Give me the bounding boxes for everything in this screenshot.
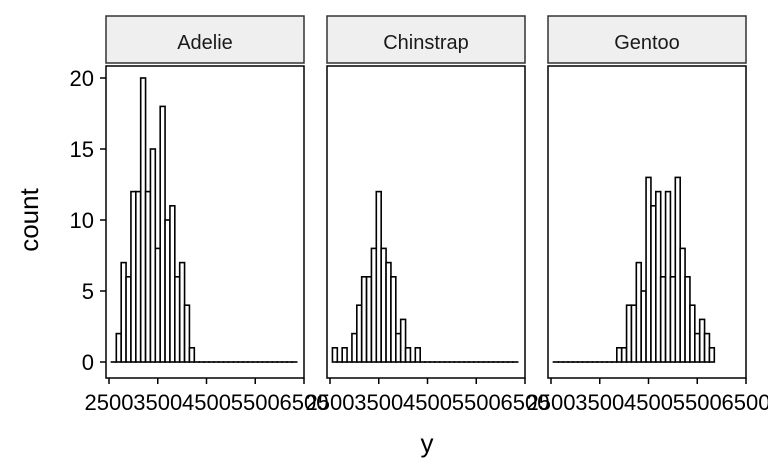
facet-strip-label: Chinstrap bbox=[383, 32, 469, 54]
x-tick-label: 5500 bbox=[231, 390, 280, 415]
y-axis-title: count bbox=[14, 187, 44, 251]
x-tick-label: 2500 bbox=[527, 390, 576, 415]
y-axis: 0 5 10 15 20 bbox=[70, 66, 106, 375]
histogram-bar bbox=[183, 304, 191, 363]
x-tick-label: 6500 bbox=[501, 390, 550, 415]
histogram-bar bbox=[390, 275, 397, 363]
facet-strip-label: Gentoo bbox=[614, 32, 680, 54]
y-tick-label: 15 bbox=[70, 137, 94, 162]
facet-strip bbox=[547, 15, 747, 64]
histogram-bar bbox=[341, 346, 348, 363]
x-tick-label: 4500 bbox=[624, 390, 673, 415]
x-tick-label: 4500 bbox=[403, 390, 452, 415]
histogram-bar bbox=[404, 346, 412, 363]
x-tick-label: 6500 bbox=[722, 390, 768, 415]
x-tick-label: 5500 bbox=[673, 390, 722, 415]
histogram-bar bbox=[414, 346, 421, 363]
x-tick-label: 4500 bbox=[182, 390, 231, 415]
y-tick-label: 20 bbox=[70, 66, 94, 91]
facet-strip bbox=[326, 15, 526, 64]
y-tick-label: 5 bbox=[82, 279, 94, 304]
x-tick-label: 2500 bbox=[85, 390, 134, 415]
histogram-bars bbox=[331, 190, 519, 363]
facet-panel-chinstrap: Chinstrap 2500 3500 4500 5500 6500 bbox=[306, 15, 550, 415]
x-tick-label: 3500 bbox=[354, 390, 403, 415]
facet-panel-gentoo: Gentoo 2500 3500 4500 5500 6500 bbox=[527, 15, 768, 415]
x-tick-label: 3500 bbox=[133, 390, 182, 415]
x-tick-label: 5500 bbox=[452, 390, 501, 415]
histogram-bar bbox=[188, 346, 196, 363]
histogram-bar bbox=[331, 346, 339, 363]
histogram-bars bbox=[552, 176, 716, 363]
facet-panel-adelie: Adelie 2500 3500 4500 5500 6500 bbox=[85, 15, 329, 415]
facet-strip bbox=[105, 15, 305, 64]
y-tick-label: 0 bbox=[82, 350, 94, 375]
x-tick-label: 2500 bbox=[306, 390, 355, 415]
x-axis-title: y bbox=[421, 428, 434, 458]
y-tick-label: 10 bbox=[70, 208, 94, 233]
x-tick-label: 6500 bbox=[280, 390, 329, 415]
histogram-bars bbox=[110, 77, 298, 363]
x-tick-label: 3500 bbox=[575, 390, 624, 415]
facet-strip-label: Adelie bbox=[177, 32, 233, 54]
histogram-bar bbox=[399, 318, 407, 363]
histogram-bar bbox=[708, 346, 716, 363]
